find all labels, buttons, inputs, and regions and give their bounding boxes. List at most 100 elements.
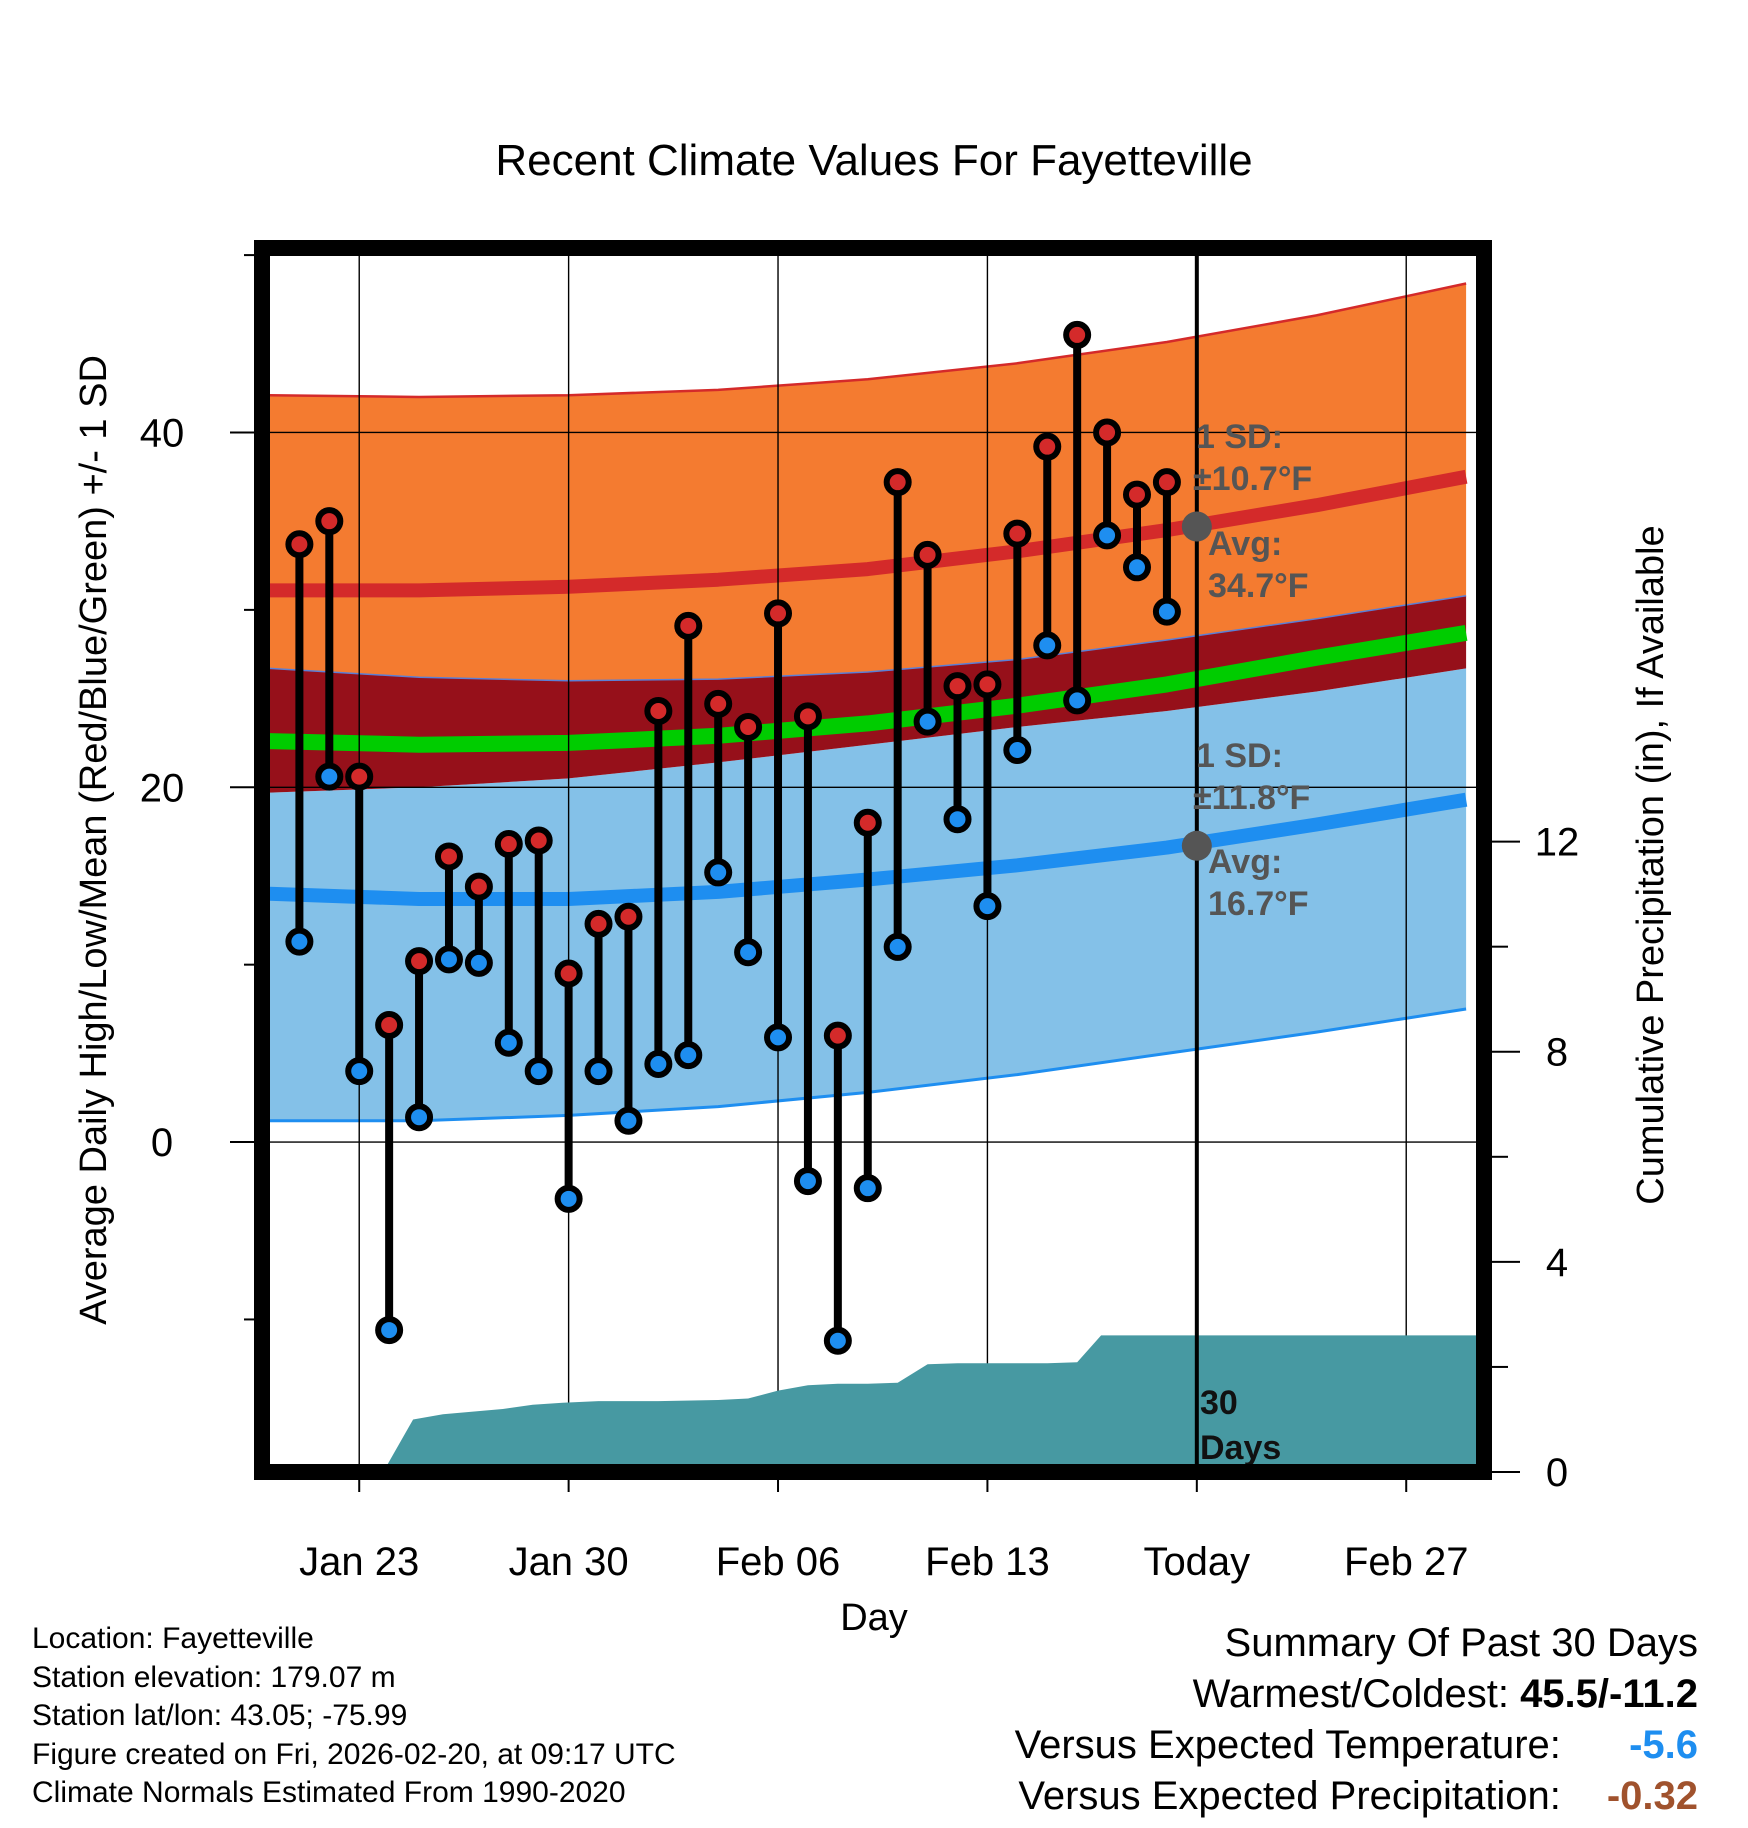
axis-ticks: Jan 23 Jan 30 Feb 06 Feb 13 Today Feb 2702040… — [140, 254, 1580, 1584]
x-tick-label: Feb 27 — [1344, 1540, 1469, 1584]
low-avg-value: 16.7°F — [1208, 885, 1309, 923]
high-minus-sd-line — [269, 594, 1467, 682]
summary-temp-row: Versus Expected Temperature: -5.6 — [1015, 1720, 1698, 1771]
high-point — [1093, 418, 1122, 447]
low-point — [1093, 521, 1122, 550]
today-high-avg-point — [1181, 511, 1212, 542]
normals-text: Climate Normals Estimated From 1990-2020 — [32, 1776, 626, 1809]
low-point — [1003, 736, 1032, 765]
high-point — [1003, 519, 1032, 548]
latlon-text: Station lat/lon: 43.05; -75.99 — [32, 1699, 408, 1732]
high-point — [524, 826, 553, 855]
high-point — [823, 1021, 852, 1050]
high-point — [734, 712, 763, 741]
x-tick-label: Jan 30 — [509, 1540, 629, 1584]
high-point — [285, 530, 314, 559]
high-point — [464, 872, 493, 901]
high-point — [345, 762, 374, 791]
high-point — [554, 959, 583, 988]
low-point — [584, 1057, 613, 1086]
elevation-text: Station elevation: 179.07 m — [32, 1660, 396, 1694]
high-point — [1063, 320, 1092, 349]
high-point — [375, 1010, 404, 1039]
chart-title: Recent Climate Values For Fayetteville — [495, 136, 1252, 185]
plot-frame — [254, 240, 1492, 1480]
high-point — [1152, 468, 1181, 497]
y-right-tick-label: 12 — [1535, 821, 1580, 865]
low-point — [554, 1184, 583, 1213]
x-axis-label: Day — [840, 1597, 908, 1639]
low-point — [704, 858, 733, 887]
summary-warmest-row: Warmest/Coldest: 45.5/-11.2 — [1015, 1669, 1698, 1720]
low-point — [734, 938, 763, 967]
precipitation-fill — [269, 1335, 1484, 1472]
low-point — [1122, 553, 1151, 582]
temp-label: Versus Expected Temperature: — [1014, 1723, 1561, 1767]
low-point — [644, 1050, 673, 1078]
high-point — [913, 540, 942, 569]
low-avg-label: Avg: — [1208, 843, 1282, 881]
high-point — [315, 507, 344, 536]
low-point — [464, 948, 493, 977]
low-point — [405, 1103, 434, 1132]
low-point — [1063, 686, 1092, 715]
low-point — [943, 805, 972, 834]
high-point — [494, 830, 523, 859]
high-plus-sd-line — [269, 282, 1467, 399]
mean-normal-line — [269, 625, 1468, 753]
low-point — [494, 1028, 523, 1057]
today-marker — [1181, 248, 1212, 1472]
station-info: Location: Fayetteville Station elevation… — [32, 1620, 676, 1813]
high-point — [614, 902, 643, 931]
high-point — [973, 670, 1002, 699]
low-point — [674, 1041, 703, 1070]
high-point — [764, 599, 793, 628]
days-word-label: Days — [1200, 1429, 1281, 1467]
y-right-tick-label: 0 — [1546, 1451, 1568, 1495]
low-sd-label: 1 SD: — [1196, 737, 1283, 775]
high-sd-label: 1 SD: — [1196, 418, 1283, 456]
x-tick-label: Jan 23 — [299, 1540, 419, 1584]
summary-panel: Summary Of Past 30 Days Warmest/Coldest:… — [1015, 1618, 1698, 1822]
high-point — [704, 689, 733, 718]
low-point — [614, 1106, 643, 1135]
precip-value: -0.32 — [1606, 1774, 1698, 1818]
location-text: Location: Fayetteville — [32, 1622, 314, 1655]
low-point — [913, 707, 942, 736]
high-point — [434, 842, 463, 871]
warmest-value: 45.5/-11.2 — [1520, 1672, 1698, 1716]
y-axis-right-label: Cumulative Precipitation (in), If Availa… — [1630, 525, 1672, 1204]
high-point — [853, 808, 882, 837]
days-count-label: 30 — [1200, 1384, 1238, 1422]
high-point — [1122, 480, 1151, 509]
low-point — [315, 762, 344, 791]
low-point — [973, 892, 1002, 921]
high-avg-value: 34.7°F — [1208, 567, 1309, 605]
high-point — [883, 468, 912, 497]
low-point — [883, 932, 912, 961]
y-right-tick-label: 8 — [1546, 1031, 1568, 1075]
x-tick-label: Feb 06 — [716, 1540, 841, 1584]
high-avg-label: Avg: — [1208, 525, 1282, 563]
created-text: Figure created on Fri, 2026-02-20, at 09… — [32, 1737, 676, 1771]
today-low-avg-point — [1181, 830, 1212, 861]
summary-heading: Summary Of Past 30 Days — [1224, 1621, 1698, 1665]
summary-precip-row: Versus Expected Precipitation: -0.32 — [1015, 1771, 1698, 1822]
high-normal-line — [269, 469, 1468, 598]
low-point — [345, 1057, 374, 1086]
low-point — [853, 1174, 882, 1203]
low-point — [375, 1316, 404, 1345]
high-point — [405, 947, 434, 976]
high-point — [584, 909, 613, 938]
y-right-tick-label: 4 — [1546, 1241, 1568, 1285]
observations — [285, 320, 1181, 1355]
high-point — [943, 672, 972, 701]
y-left-tick-label: 20 — [140, 766, 185, 810]
precipitation-area — [269, 1335, 1484, 1472]
low-point — [1033, 631, 1062, 660]
high-point — [644, 696, 673, 725]
y-left-tick-label: 40 — [140, 411, 185, 455]
y-left-tick-label: 0 — [151, 1121, 173, 1165]
low-point — [434, 945, 463, 974]
